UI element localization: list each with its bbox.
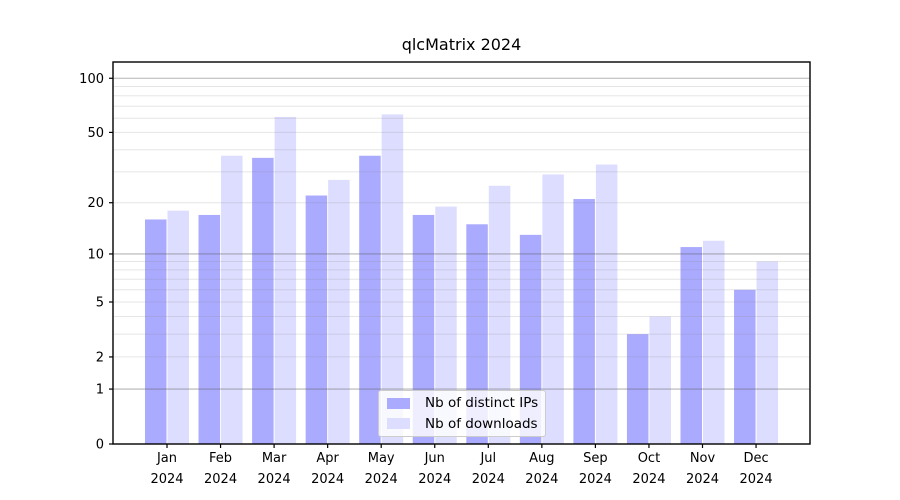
x-tick-label-year-apr: 2024 bbox=[311, 472, 344, 487]
bar-ips-may bbox=[359, 155, 381, 445]
y-tick-label-5: 5 bbox=[96, 296, 104, 311]
x-tick-label-month-apr: Apr bbox=[316, 451, 339, 466]
chart-title: qlcMatrix 2024 bbox=[401, 35, 522, 54]
bar-ips-nov bbox=[680, 247, 702, 444]
x-tick-label-year-dec: 2024 bbox=[740, 472, 773, 487]
bar-ips-jun bbox=[412, 214, 435, 444]
bar-downloads-dec bbox=[756, 261, 779, 444]
bar-downloads-jun bbox=[435, 206, 457, 444]
x-tick-label-month-feb: Feb bbox=[209, 451, 232, 466]
bar-ips-dec bbox=[734, 289, 756, 444]
bar-downloads-oct bbox=[649, 316, 671, 444]
x-tick-label-month-jul: Jul bbox=[479, 451, 496, 466]
y-tick-label-1: 1 bbox=[96, 383, 104, 398]
x-tick-label-year-oct: 2024 bbox=[632, 472, 665, 487]
legend-swatch-distinct-ips bbox=[387, 397, 410, 409]
legend-swatch-downloads bbox=[387, 418, 410, 430]
bar-ips-mar bbox=[252, 157, 274, 444]
axes-frame bbox=[112, 61, 811, 445]
bar-ips-apr bbox=[305, 195, 328, 444]
x-tick-label-year-jul: 2024 bbox=[472, 472, 505, 487]
bar-ips-feb bbox=[198, 214, 221, 444]
x-tick-label-month-nov: Nov bbox=[690, 451, 716, 466]
x-tick-label-year-mar: 2024 bbox=[258, 472, 291, 487]
bar-downloads-feb bbox=[221, 155, 243, 445]
x-tick-label-month-dec: Dec bbox=[743, 451, 768, 466]
legend-label-downloads: Nb of downloads bbox=[425, 415, 538, 432]
x-tick-label-month-jun: Jun bbox=[424, 451, 445, 466]
x-tick-label-year-jan: 2024 bbox=[150, 472, 183, 487]
x-tick-label-month-may: May bbox=[368, 451, 395, 466]
x-tick-label-year-jun: 2024 bbox=[418, 472, 451, 487]
bar-ips-jan bbox=[145, 219, 167, 444]
bar-downloads-sep bbox=[595, 164, 618, 445]
bar-ips-oct bbox=[626, 334, 649, 444]
y-tick-label-50: 50 bbox=[87, 126, 104, 141]
x-tick-label-month-oct: Oct bbox=[638, 451, 660, 466]
legend-entry-downloads: Nb of downloads bbox=[387, 415, 538, 433]
legend-label-distinct-ips: Nb of distinct IPs bbox=[425, 395, 539, 412]
bar-ips-jul bbox=[466, 224, 488, 444]
bar-downloads-jan bbox=[167, 210, 189, 444]
y-tick-label-2: 2 bbox=[96, 350, 104, 365]
bar-downloads-mar bbox=[274, 116, 297, 445]
y-tick-label-100: 100 bbox=[79, 72, 104, 87]
y-tick-label-10: 10 bbox=[87, 247, 104, 262]
x-tick-label-year-may: 2024 bbox=[365, 472, 398, 487]
bar-downloads-aug bbox=[542, 174, 564, 444]
bar-ips-sep bbox=[573, 199, 595, 444]
x-tick-label-year-nov: 2024 bbox=[686, 472, 719, 487]
bar-downloads-may bbox=[381, 114, 404, 444]
bar-downloads-apr bbox=[328, 179, 350, 444]
x-tick-label-year-sep: 2024 bbox=[579, 472, 612, 487]
y-tick-label-0: 0 bbox=[96, 438, 104, 453]
bar-downloads-nov bbox=[703, 240, 725, 444]
legend-entry-distinct-ips: Nb of distinct IPs bbox=[387, 395, 539, 412]
x-tick-label-month-aug: Aug bbox=[529, 451, 554, 466]
x-tick-label-month-sep: Sep bbox=[583, 451, 608, 466]
legend: Nb of distinct IPs Nb of downloads bbox=[378, 390, 546, 437]
x-tick-label-year-feb: 2024 bbox=[204, 472, 237, 487]
x-tick-label-month-jan: Jan bbox=[156, 451, 177, 466]
bar-downloads-jul bbox=[488, 185, 511, 445]
y-tick-label-20: 20 bbox=[87, 196, 104, 211]
x-tick-label-month-mar: Mar bbox=[262, 451, 287, 466]
x-tick-label-year-aug: 2024 bbox=[525, 472, 558, 487]
